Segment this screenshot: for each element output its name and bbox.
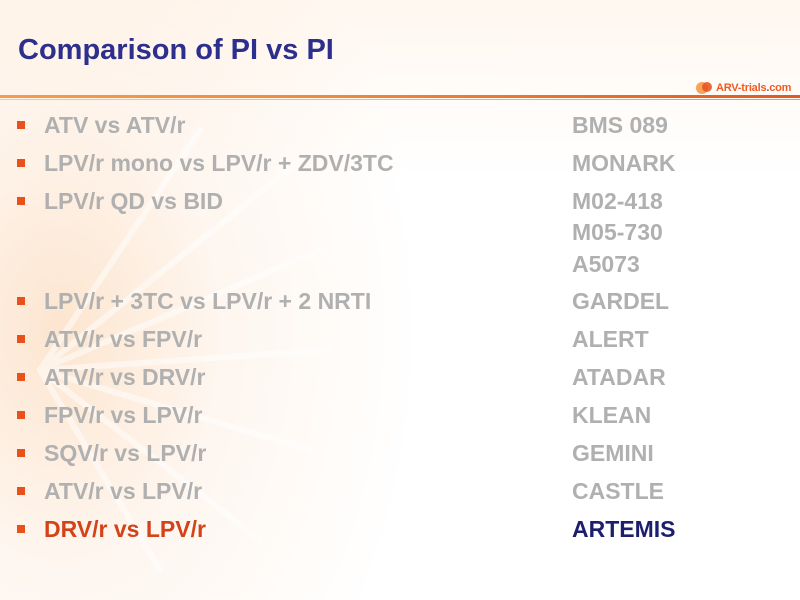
study-name: ALERT xyxy=(572,326,649,352)
bullet-icon xyxy=(17,411,25,419)
comparison-row-highlighted: DRV/r vs LPV/r ARTEMIS xyxy=(0,516,800,546)
comparison-label: SQV/r vs LPV/r xyxy=(44,440,207,466)
study-name: MONARK xyxy=(572,150,676,176)
bullet-icon xyxy=(17,121,25,129)
study-name: BMS 089 xyxy=(572,112,668,138)
comparison-row: LPV/r mono vs LPV/r + ZDV/3TC MONARK xyxy=(0,150,800,180)
study-name: M02-418 xyxy=(572,188,663,214)
comparison-label: ATV/r vs LPV/r xyxy=(44,478,203,504)
comparison-row: ATV/r vs LPV/r CASTLE xyxy=(0,478,800,508)
bullet-icon xyxy=(17,335,25,343)
study-name: CASTLE xyxy=(572,478,664,504)
bullet-icon xyxy=(17,297,25,305)
title-divider xyxy=(0,95,800,98)
comparison-row: LPV/r QD vs BID M02-418 xyxy=(0,188,800,218)
study-name: ARTEMIS xyxy=(572,516,676,542)
comparison-label: LPV/r mono vs LPV/r + ZDV/3TC xyxy=(44,150,394,176)
arv-trials-logo-icon xyxy=(696,82,712,94)
study-name: GEMINI xyxy=(572,440,654,466)
logo-suffix: com xyxy=(769,82,792,94)
bullet-icon xyxy=(17,449,25,457)
comparison-row-continued: A5073 xyxy=(0,251,800,281)
study-name: GARDEL xyxy=(572,288,670,314)
logo-dot: . xyxy=(766,82,770,94)
study-name: ATADAR xyxy=(572,364,666,390)
comparison-row: FPV/r vs LPV/r KLEAN xyxy=(0,402,800,432)
study-name: A5073 xyxy=(572,251,640,277)
comparison-row: ATV/r vs DRV/r ATADAR xyxy=(0,364,800,394)
bullet-icon xyxy=(17,525,25,533)
bullet-icon xyxy=(17,373,25,381)
comparison-row-continued: M05-730 xyxy=(0,219,800,249)
arv-trials-logo: ARV-trials.com xyxy=(694,78,791,98)
logo-brand: ARV-trials xyxy=(716,82,767,94)
comparison-label: ATV vs ATV/r xyxy=(44,112,186,138)
decorative-rays-graphic xyxy=(37,127,333,573)
bullet-icon xyxy=(17,197,25,205)
bullet-icon xyxy=(17,487,25,495)
study-name: M05-730 xyxy=(572,219,663,245)
comparison-label: ATV/r vs DRV/r xyxy=(44,364,206,390)
comparison-label: FPV/r vs LPV/r xyxy=(44,402,203,428)
comparison-label: LPV/r + 3TC vs LPV/r + 2 NRTI xyxy=(44,288,372,314)
comparison-row: ATV/r vs FPV/r ALERT xyxy=(0,326,800,356)
comparison-label: ATV/r vs FPV/r xyxy=(44,326,203,352)
logo-text: ARV-trials.com xyxy=(716,82,791,94)
study-name: KLEAN xyxy=(572,402,652,428)
comparison-row: ATV vs ATV/r BMS 089 xyxy=(0,112,800,142)
slide-title: Comparison of PI vs PI xyxy=(18,34,334,66)
comparison-row: SQV/r vs LPV/r GEMINI xyxy=(0,440,800,470)
bullet-icon xyxy=(17,159,25,167)
comparison-label: LPV/r QD vs BID xyxy=(44,188,223,214)
title-divider-thin xyxy=(0,99,800,100)
comparison-label: DRV/r vs LPV/r xyxy=(44,516,206,542)
comparison-row: LPV/r + 3TC vs LPV/r + 2 NRTI GARDEL xyxy=(0,288,800,318)
